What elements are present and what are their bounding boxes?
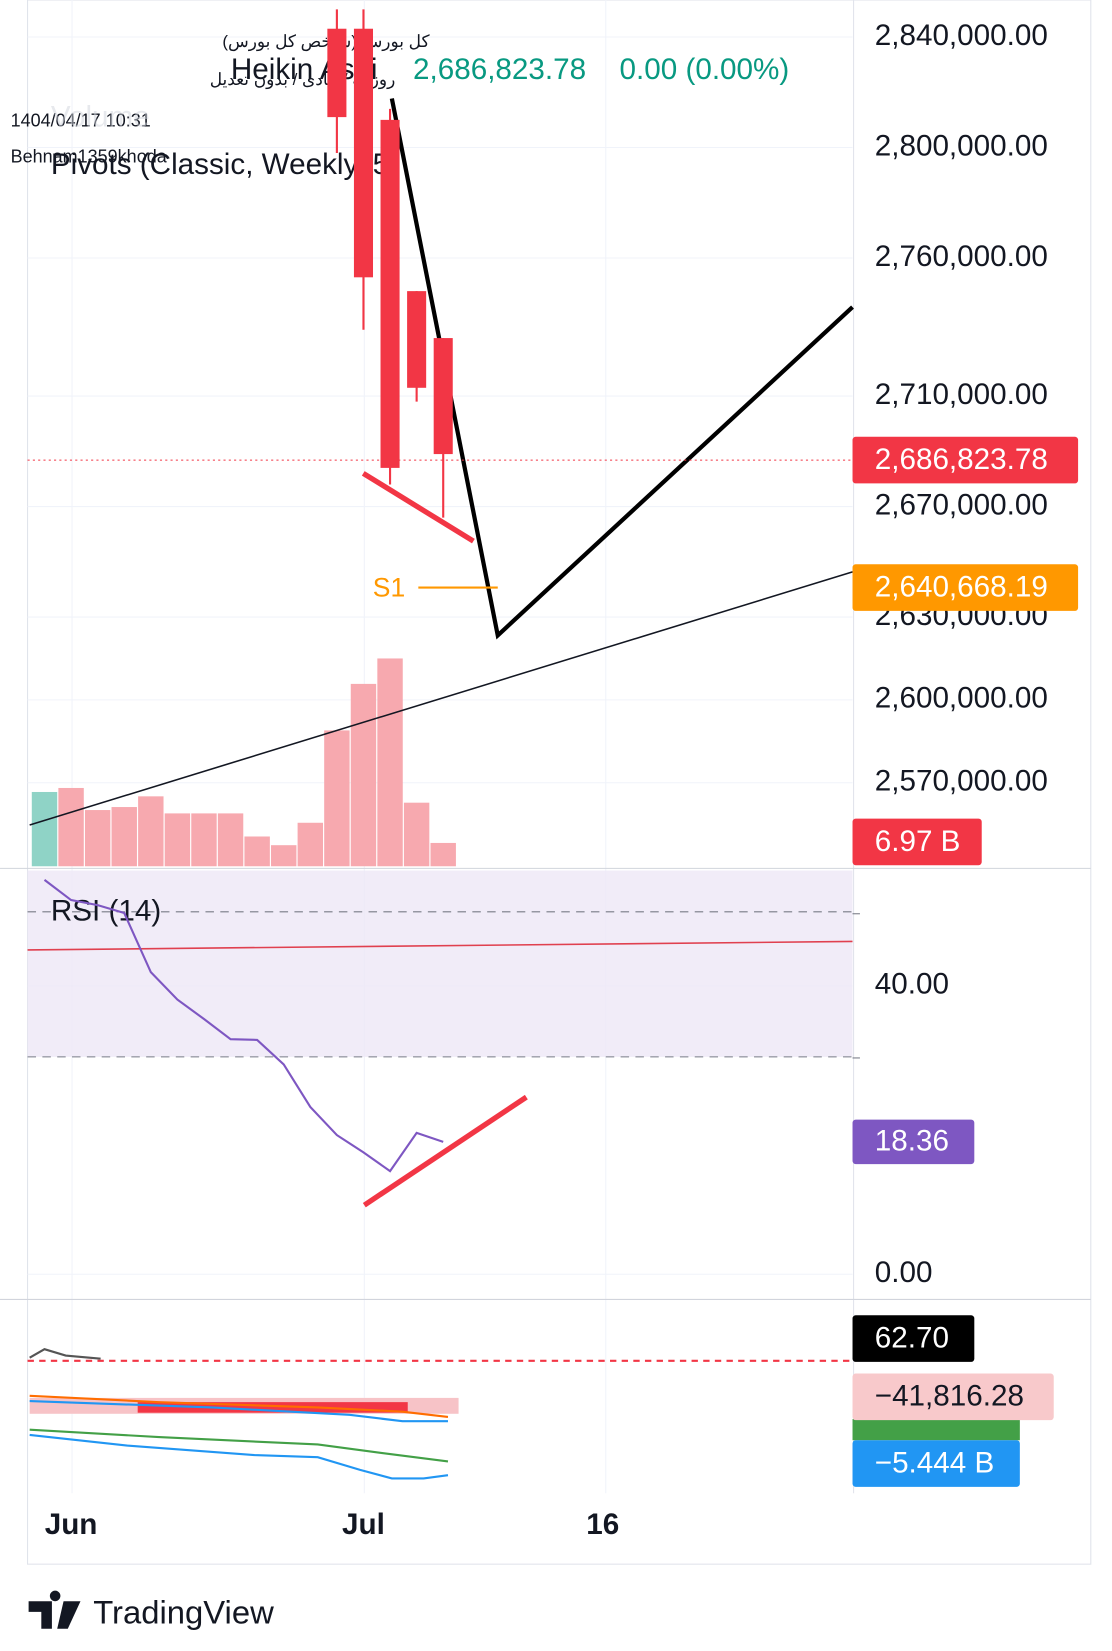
axis-tag-label: 2,640,668.19 [875,570,1048,603]
symbol: کل بورس (شاخص کل بورس) [222,32,430,52]
indicator-line [29,1428,449,1463]
brand: TradingView [93,1594,274,1631]
y-tick-label: 2,570,000.00 [875,765,1048,798]
y-tick-label: 40.00 [875,968,949,1001]
axis-tag-label: −41,816.28 [875,1380,1024,1413]
volume-bar [244,836,270,867]
rsi-band [27,870,853,1057]
volume-bar [58,787,84,867]
axis-tag-label: 18.36 [875,1125,949,1158]
volume-bar [430,842,456,867]
y-tick-label: 2,710,000.00 [875,378,1048,411]
x-tick-label: Jul [342,1508,385,1541]
volume-bar [350,683,377,867]
timestamp: 1404/04/17 10:31 [11,111,151,131]
trend-line [29,571,853,826]
y-tick-label: 2,600,000.00 [875,682,1048,715]
indicator-line [29,1394,449,1419]
candle-body [380,119,400,468]
volume-bar [164,813,191,867]
volume-bar [84,810,111,867]
candle-body [407,291,427,388]
indicator-line [29,1400,448,1423]
axis-tag [852,1315,975,1362]
axis-tag-label: 2,686,823.78 [875,443,1048,476]
axis-tag [852,564,1079,611]
axis-tag [852,1419,1020,1441]
settings: روزانه / عادی / بدون تعدیل [210,70,396,90]
axis-tag-label: 6.97 B [875,825,961,858]
divergence-line [362,1094,528,1208]
rsi-ma [27,940,853,951]
x-tick-label: Jun [45,1508,98,1541]
volume-bar [138,796,164,867]
axis-tag [852,818,982,866]
volume-bar [271,845,297,867]
volume-bar [217,813,244,867]
candle-body [433,338,453,455]
axis-tag [852,1373,1054,1421]
volume-bar [297,822,324,867]
y-tick-label: 2,800,000.00 [875,129,1048,162]
y-tick-label: 2,670,000.00 [875,488,1048,521]
logo: TradingView [28,1590,274,1631]
rsi-line [43,879,444,1173]
last-price: 2,686,823.78 [413,53,586,86]
axis-tag-label: 62.70 [875,1321,949,1354]
axis-tag [852,436,1079,484]
pivot-name: S1 [373,573,405,603]
axis-tag [852,1119,975,1165]
volume-bar [324,730,350,867]
axis-tag-label: −5.444 B [875,1446,995,1479]
candle-body [353,28,374,278]
zigzag-drawing [389,98,854,640]
x-tick-label: 16 [586,1508,619,1541]
indicator-name: Pivots (Classic, Weekly, 5) [51,148,399,181]
volume-bar [111,807,137,867]
volume-bar [403,802,430,867]
volume-bar [31,791,58,867]
indicator-line [29,1433,449,1480]
y-tick-label: 2,840,000.00 [875,19,1048,52]
change: 0.00 (0.00%) [620,53,790,86]
indicator-name: Volume [51,100,150,133]
axis-tag [852,1440,1020,1487]
rsi-title: RSI (14) [51,895,161,928]
volume-bar [377,658,403,867]
author: Behnam1359khoda [11,147,168,167]
y-tick-label: 0.00 [875,1256,933,1289]
y-tick-label: 2,760,000.00 [875,240,1048,273]
series-name: Heikin Ashi [231,53,378,86]
indicator-line [29,1348,101,1360]
divergence-line [361,471,475,544]
candle-body [327,28,347,118]
frame [27,0,1092,1565]
histogram [137,1402,408,1413]
volume-bar [191,813,217,867]
